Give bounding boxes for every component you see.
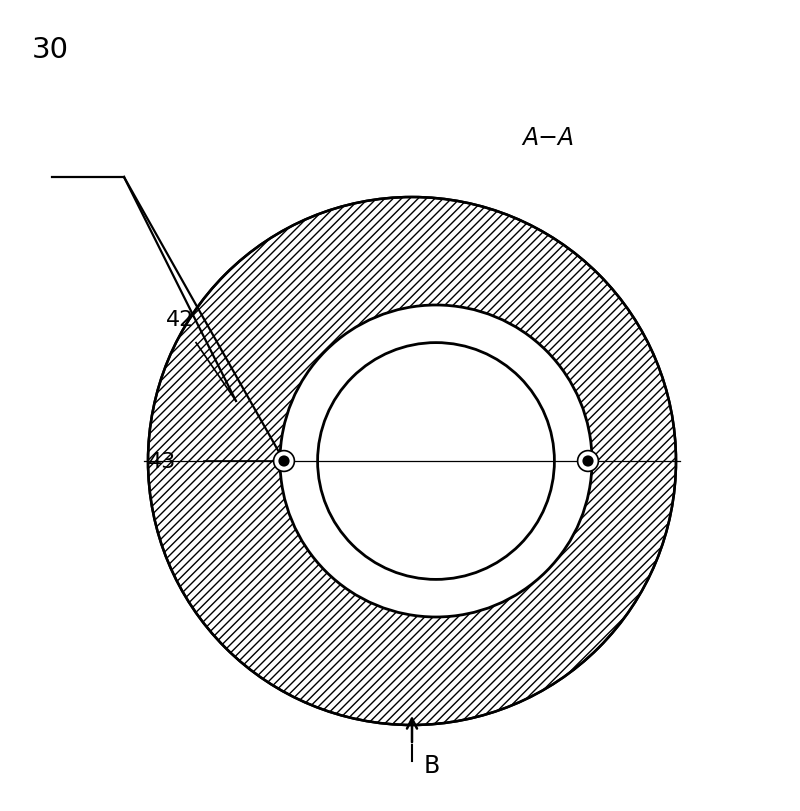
Text: 42: 42 xyxy=(166,310,194,329)
Text: 30: 30 xyxy=(32,36,69,64)
Circle shape xyxy=(582,456,594,467)
Circle shape xyxy=(278,456,290,467)
Circle shape xyxy=(280,306,592,617)
Circle shape xyxy=(318,343,554,580)
Text: 43: 43 xyxy=(148,452,176,471)
Text: B: B xyxy=(424,753,440,777)
Circle shape xyxy=(148,198,676,725)
Circle shape xyxy=(274,451,294,472)
Circle shape xyxy=(578,451,598,472)
Text: A−A: A−A xyxy=(522,126,574,150)
